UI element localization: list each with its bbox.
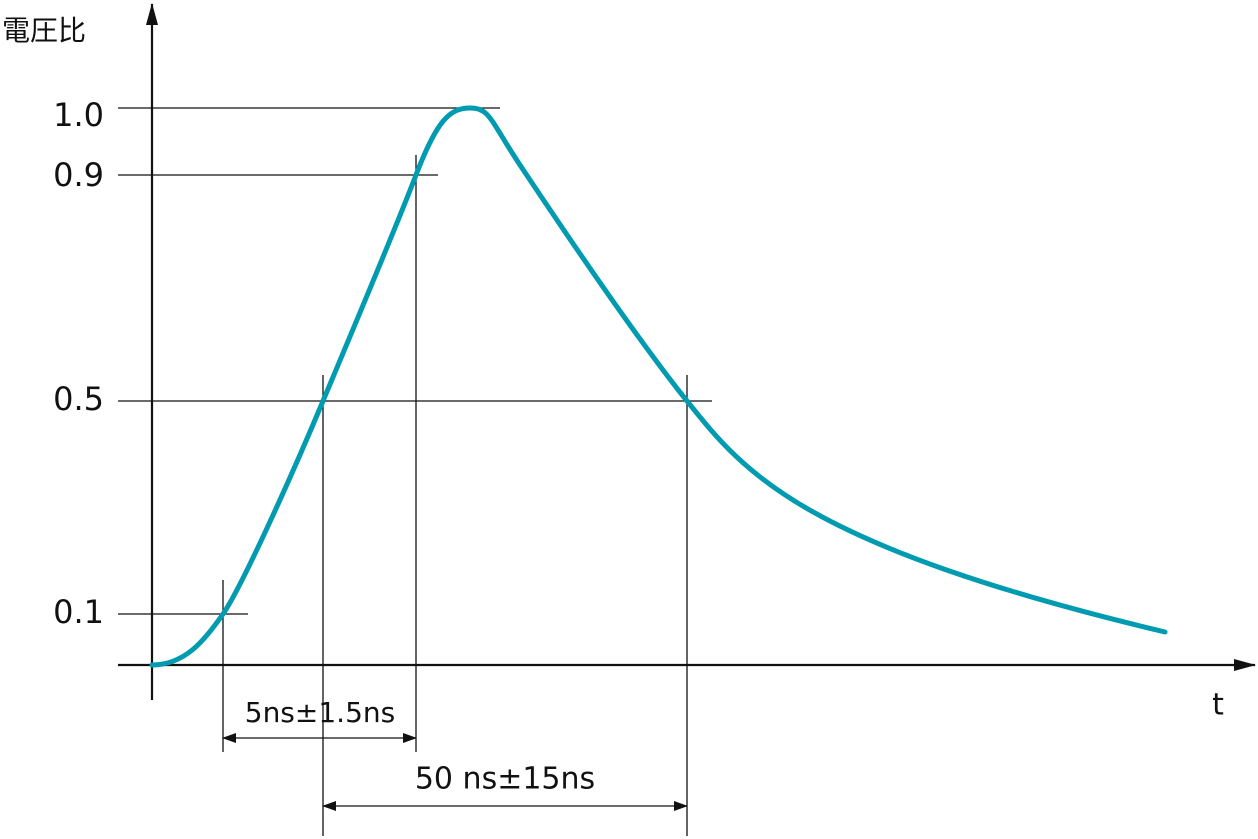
level-label: 1.0 [53, 96, 104, 134]
level-label: 0.5 [53, 380, 104, 418]
pulse-width-label: 50 ns±15ns [415, 762, 595, 797]
y-axis-label: 電圧比 [2, 14, 86, 47]
level-label: 0.9 [53, 156, 104, 194]
x-axis-label: t [1212, 688, 1224, 723]
pulse-curve [149, 105, 1168, 668]
rise-time-label: 5ns±1.5ns [245, 696, 395, 729]
level-label: 0.1 [53, 593, 104, 631]
